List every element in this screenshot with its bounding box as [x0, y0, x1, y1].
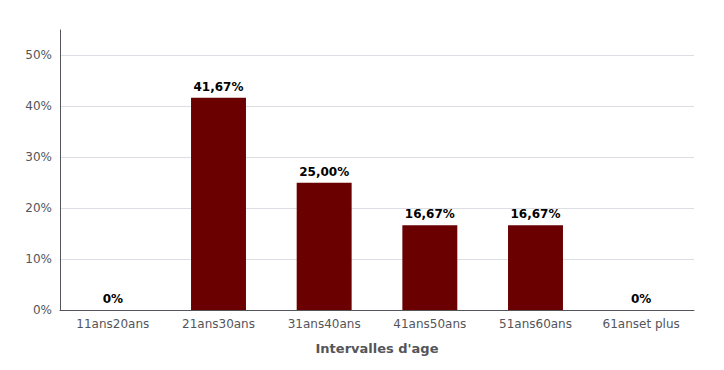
svg-text:41,67%: 41,67% — [194, 80, 244, 94]
svg-text:11ans20ans: 11ans20ans — [76, 317, 149, 331]
svg-text:41ans50ans: 41ans50ans — [393, 317, 466, 331]
svg-text:16,67%: 16,67% — [405, 207, 455, 221]
svg-text:50%: 50% — [25, 48, 52, 62]
svg-text:20%: 20% — [25, 201, 52, 215]
svg-text:16,67%: 16,67% — [511, 207, 561, 221]
svg-text:31ans40ans: 31ans40ans — [288, 317, 361, 331]
svg-text:40%: 40% — [25, 99, 52, 113]
svg-text:21ans30ans: 21ans30ans — [182, 317, 255, 331]
svg-text:0%: 0% — [103, 292, 123, 306]
svg-text:0%: 0% — [631, 292, 651, 306]
svg-text:25,00%: 25,00% — [299, 165, 349, 179]
svg-text:0%: 0% — [33, 303, 52, 317]
svg-text:61anset plus: 61anset plus — [603, 317, 680, 331]
svg-text:30%: 30% — [25, 150, 52, 164]
svg-text:Intervalles d'age: Intervalles d'age — [316, 341, 439, 356]
svg-text:10%: 10% — [25, 252, 52, 266]
svg-text:51ans60ans: 51ans60ans — [499, 317, 572, 331]
